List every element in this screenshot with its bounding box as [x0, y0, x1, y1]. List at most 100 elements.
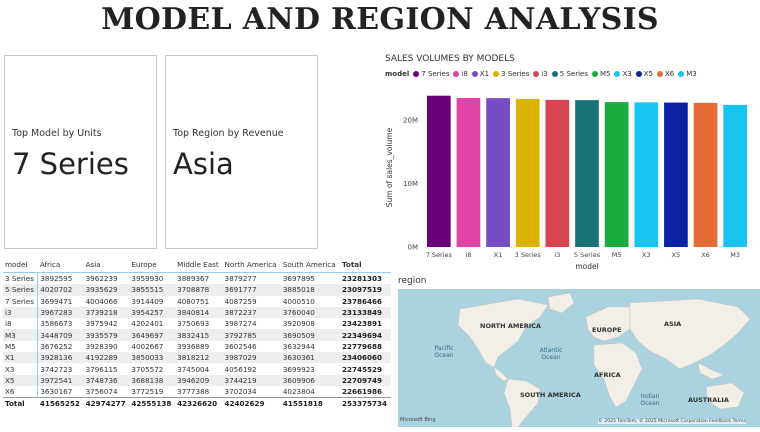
top-model-card[interactable]: Top Model by Units 7 Series	[4, 55, 157, 249]
x-tick-label: X6	[701, 251, 710, 259]
table-cell: 23097519	[339, 284, 391, 296]
column-header[interactable]: North America	[224, 259, 277, 269]
table-row[interactable]: i3 3967283 3739218 3954257 3840814 3872237 376…	[3, 306, 391, 319]
bar-i8[interactable]	[456, 98, 481, 248]
map-attribution[interactable]: © 2025 TomTom, © 2025 Microsoft Corporat…	[598, 419, 746, 424]
legend-item[interactable]: i3	[533, 70, 548, 78]
table-cell: 3879277	[222, 272, 281, 285]
table-row[interactable]: 3 Series 3892595 3962239 3959930 3889367 3879…	[3, 272, 391, 285]
legend-item[interactable]: 5 Series	[551, 70, 588, 78]
y-axis-title: Sum of sales_volume	[385, 127, 394, 207]
table-cell: 3705572	[131, 364, 164, 374]
column-header[interactable]: Europe	[131, 259, 157, 269]
x-tick-label: i3	[554, 251, 560, 259]
table-row[interactable]: X5 3972541 3748736 3688138 3946209 3744219 360…	[3, 374, 391, 386]
table-row[interactable]: M3 3448709 3935579 3649697 3832415 3792785 369…	[3, 329, 391, 341]
total-row[interactable]: Total 41565252 42974277 42555138 42326620 424…	[3, 397, 391, 410]
bar-x3[interactable]	[634, 102, 659, 247]
africa-shape	[593, 342, 643, 408]
table-cell: 3914409	[131, 296, 164, 306]
table-cell: 3850033	[129, 352, 176, 364]
bar-3-series[interactable]	[515, 98, 540, 247]
table-row[interactable]: i8 3586673 3975942 4202401 3750693 3987274 392…	[3, 318, 391, 330]
table-cell: 3756074	[85, 387, 118, 397]
region-map[interactable]: NORTH AMERICA EUROPE ASIA AFRICA SOUTH A…	[398, 289, 760, 427]
top-region-card[interactable]: Top Region by Revenue Asia	[165, 55, 318, 249]
bar-i3[interactable]	[545, 99, 570, 248]
table-cell: 3649697	[129, 329, 176, 341]
top-model-value: 7 Series	[12, 147, 129, 181]
table-cell: 4192289	[83, 352, 130, 364]
legend-swatch	[551, 71, 558, 77]
asia-label: ASIA	[664, 320, 682, 328]
table-row[interactable]: M5 3676252 3928390 4002667 3936889 3602546 363…	[3, 340, 391, 353]
y-tick-label: 10M	[403, 180, 418, 188]
table-cell: 3690509	[280, 329, 340, 341]
table-row[interactable]: 7 Series 3699471 4004066 3914409 4080751 4087…	[3, 295, 391, 307]
table-cell: 3840814	[175, 306, 223, 319]
table-cell: 3750693	[177, 319, 210, 329]
table-row[interactable]: X3 3742723 3796115 3705572 3745004 4056192 369…	[3, 363, 391, 375]
y-tick-label: 20M	[403, 116, 418, 124]
bar-m3[interactable]	[723, 104, 748, 247]
total-label: Total	[3, 397, 38, 410]
column-header[interactable]: Africa	[39, 259, 61, 269]
sales-matrix-table[interactable]: model Africa Asia Europe Middle East North Am…	[3, 256, 391, 410]
bar-m5[interactable]	[604, 102, 629, 247]
bing-logo: Microsoft Bing	[400, 417, 436, 423]
x-tick-label: M5	[612, 251, 622, 259]
chart-title: SALES VOLUMES BY MODELS	[385, 54, 515, 64]
table-cell: 3872237	[222, 306, 281, 319]
legend-item[interactable]: M3	[678, 70, 697, 78]
x-axis-title: model	[575, 262, 598, 271]
legend-item[interactable]: 3 Series	[493, 70, 529, 78]
row-label: i8	[3, 318, 39, 330]
legend-item[interactable]: X6	[656, 70, 674, 78]
table-cell: 3586673	[40, 319, 73, 329]
column-header[interactable]: Asia	[85, 259, 101, 269]
legend-item[interactable]: X1	[471, 70, 489, 78]
table-row[interactable]: X1 3928136 4192289 3850033 3818212 3987029 363…	[3, 352, 391, 364]
table-row[interactable]: 5 Series 4020702 3935629 3855515 3708878 3691…	[3, 284, 391, 296]
southeast-asia-shape	[697, 362, 725, 380]
bar-x6[interactable]	[693, 102, 718, 247]
table-cell: 3928390	[85, 341, 118, 351]
australia-shape	[705, 382, 745, 410]
bar-x1[interactable]	[486, 98, 510, 248]
table-cell: 3702034	[224, 387, 257, 397]
table-cell: 3760040	[280, 306, 340, 319]
column-header[interactable]: Total	[341, 259, 362, 269]
table-cell: 3892595	[37, 272, 84, 285]
legend-item[interactable]: i8	[453, 70, 468, 78]
table-header-row: model Africa Asia Europe Middle East North Am…	[3, 256, 391, 273]
table-cell: 3748736	[83, 374, 130, 386]
sales-volume-bar-chart[interactable]: Sum of sales_volume 0M 10M 20M 7 Series i8 X1 3…	[380, 80, 755, 272]
legend-item[interactable]: X5	[635, 70, 653, 78]
north-america-shape	[457, 298, 549, 368]
table-cell: 23406060	[339, 352, 391, 364]
column-header[interactable]: Middle East	[177, 259, 219, 269]
x-tick-label: X5	[672, 251, 681, 259]
bar-7-series[interactable]	[426, 95, 451, 247]
legend-item[interactable]: M5	[591, 70, 610, 78]
chart-legend[interactable]: model 7 Series i8 X1 3 Series i3 5 Series M5 X3…	[385, 70, 701, 78]
table-cell: 22661986	[341, 387, 382, 397]
bar-x5[interactable]	[664, 102, 688, 247]
column-header[interactable]: model	[5, 259, 28, 269]
pacific-ocean-label: Pacific Ocean	[434, 345, 454, 359]
top-region-label: Top Region by Revenue	[173, 128, 284, 139]
x-tick-label: 5 Series	[574, 251, 601, 259]
row-label: 3 Series	[3, 272, 39, 285]
table-cell: 3448709	[37, 329, 84, 341]
bar-5-series[interactable]	[575, 100, 599, 247]
table-cell: 3796115	[85, 364, 118, 374]
table-cell: 3630361	[280, 352, 340, 364]
legend-label: X5	[643, 70, 653, 78]
legend-item[interactable]: 7 Series	[413, 70, 449, 78]
table-cell: 3962239	[83, 272, 130, 285]
table-cell: 3920908	[282, 319, 315, 329]
table-row[interactable]: X6 3630167 3756074 3772519 3777388 3702034 402…	[3, 385, 391, 398]
table-cell: 3954257	[129, 306, 176, 319]
column-header[interactable]: South America	[282, 259, 336, 269]
legend-item[interactable]: X3	[614, 70, 632, 78]
